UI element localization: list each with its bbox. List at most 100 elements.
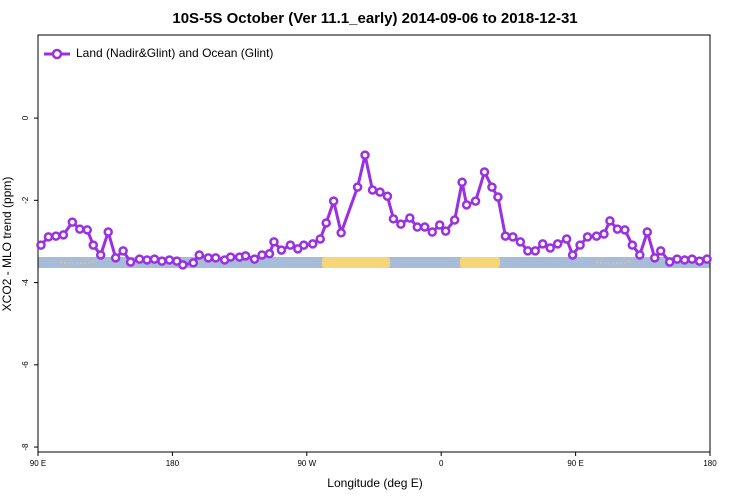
x-tick-label: 90 E xyxy=(30,459,46,468)
point xyxy=(672,254,682,264)
point xyxy=(612,224,623,234)
point xyxy=(142,255,152,265)
series-line xyxy=(39,154,708,267)
point xyxy=(427,227,437,237)
point xyxy=(479,167,490,177)
point xyxy=(149,254,160,264)
point xyxy=(523,246,533,256)
point xyxy=(51,231,61,241)
point xyxy=(635,250,645,260)
point xyxy=(118,246,128,256)
x-tick-label: 180 xyxy=(703,459,717,468)
point xyxy=(537,239,548,249)
point xyxy=(487,182,497,192)
point xyxy=(561,234,572,244)
point xyxy=(88,240,99,250)
point xyxy=(605,216,615,226)
point xyxy=(164,255,175,265)
point xyxy=(269,237,279,247)
legend-marker xyxy=(51,48,63,60)
point xyxy=(396,219,406,229)
x-tick-label: 0 xyxy=(439,459,444,468)
point xyxy=(567,250,578,260)
point xyxy=(43,232,54,242)
point xyxy=(388,214,399,224)
point xyxy=(367,185,378,195)
point xyxy=(360,150,370,160)
point xyxy=(67,217,78,227)
point xyxy=(440,226,451,236)
point xyxy=(321,218,331,228)
point xyxy=(125,257,136,267)
point xyxy=(461,200,472,210)
y-axis-label: XCO2 - MLO trend (ppm) xyxy=(0,177,14,312)
y-tick-label: 0 xyxy=(21,115,30,120)
point xyxy=(687,254,697,264)
x-axis-label: Longitude (deg E) xyxy=(327,476,422,490)
point xyxy=(515,237,526,247)
point xyxy=(530,246,541,256)
point xyxy=(620,225,630,235)
point xyxy=(336,228,346,238)
point xyxy=(203,253,213,263)
point xyxy=(95,250,106,260)
legend-label: Land (Nadir&Glint) and Ocean (Glint) xyxy=(76,46,273,60)
point xyxy=(702,254,712,264)
point xyxy=(412,222,423,232)
point xyxy=(276,245,287,255)
point xyxy=(434,220,445,230)
point xyxy=(82,225,93,235)
point xyxy=(599,229,609,239)
point xyxy=(500,231,511,241)
x-tick-label: 180 xyxy=(166,459,180,468)
point xyxy=(157,256,167,266)
point xyxy=(210,253,221,263)
point xyxy=(449,215,460,225)
point xyxy=(328,196,339,206)
map-strip xyxy=(38,257,710,268)
point xyxy=(315,234,325,244)
point xyxy=(457,177,467,187)
point xyxy=(552,239,563,249)
point xyxy=(591,231,602,241)
point xyxy=(375,187,385,197)
point xyxy=(664,257,675,267)
point xyxy=(352,182,363,192)
point xyxy=(58,230,69,240)
point xyxy=(103,227,113,237)
point xyxy=(649,253,660,263)
point xyxy=(240,251,251,261)
point xyxy=(575,240,585,250)
point xyxy=(225,252,236,262)
point xyxy=(110,253,121,263)
point xyxy=(655,246,666,256)
x-tick-label: 90 E xyxy=(567,459,583,468)
x-tick-label: 90 W xyxy=(297,459,316,468)
point xyxy=(382,191,393,201)
chart-title: 10S-5S October (Ver 11.1_early) 2014-09-… xyxy=(172,10,577,27)
point xyxy=(508,232,518,242)
point xyxy=(194,250,205,260)
point xyxy=(694,256,705,266)
point xyxy=(405,213,415,223)
point xyxy=(420,222,430,232)
point xyxy=(188,258,199,268)
point xyxy=(582,232,593,242)
point xyxy=(249,254,260,264)
y-tick-label: -4 xyxy=(21,278,30,286)
point xyxy=(679,255,690,265)
plot-frame xyxy=(37,34,711,453)
point xyxy=(642,227,653,237)
point xyxy=(493,192,503,202)
point xyxy=(264,249,275,259)
point xyxy=(470,196,481,206)
point xyxy=(134,254,145,264)
y-tick-label: -2 xyxy=(21,196,30,204)
y-tick-label: -8 xyxy=(21,443,30,451)
point xyxy=(299,240,309,250)
point xyxy=(627,240,638,250)
point xyxy=(545,243,555,253)
point xyxy=(257,250,267,260)
point xyxy=(36,240,46,250)
